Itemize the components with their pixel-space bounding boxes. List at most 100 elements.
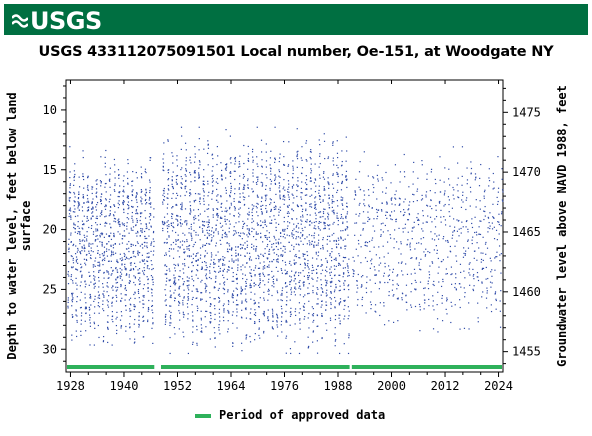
data-point [323, 223, 325, 225]
data-point [328, 197, 331, 199]
data-point [331, 202, 333, 204]
data-point [251, 246, 253, 248]
data-point [193, 209, 195, 211]
data-point [179, 221, 181, 224]
data-point [304, 267, 306, 269]
data-point [270, 168, 272, 170]
data-point [198, 219, 200, 221]
data-point [89, 308, 91, 310]
data-point [168, 189, 170, 191]
data-point [239, 175, 241, 177]
data-point [403, 153, 405, 156]
data-point [208, 243, 210, 245]
data-point [362, 211, 365, 213]
data-point [193, 219, 195, 221]
data-point [446, 298, 448, 301]
data-point [211, 237, 213, 239]
data-point [298, 244, 300, 246]
data-point [272, 314, 274, 316]
data-point [470, 161, 472, 163]
data-point [206, 229, 208, 232]
data-point [330, 266, 332, 268]
data-point [98, 297, 101, 299]
data-point [394, 193, 396, 196]
data-point [285, 321, 287, 323]
data-point [86, 194, 88, 197]
data-point [464, 253, 467, 255]
data-point [356, 284, 358, 286]
data-point [203, 169, 205, 171]
data-point [277, 242, 279, 244]
data-point [114, 183, 116, 185]
data-point [144, 209, 146, 212]
data-point [241, 288, 244, 291]
data-point [422, 222, 424, 224]
data-point [330, 260, 333, 262]
data-point [179, 295, 181, 297]
data-point [72, 257, 74, 260]
data-point [111, 297, 114, 299]
data-point [136, 193, 138, 195]
data-point [253, 269, 255, 271]
data-point [280, 253, 282, 256]
data-point [151, 327, 153, 329]
data-point [205, 289, 207, 292]
data-point [107, 327, 109, 330]
data-point [431, 262, 434, 264]
data-point [203, 180, 205, 182]
data-point [215, 280, 217, 283]
data-point [345, 245, 347, 247]
data-point [88, 206, 90, 208]
data-point [345, 215, 347, 217]
data-point [248, 228, 250, 230]
data-point [213, 298, 215, 300]
data-point [174, 277, 176, 279]
data-point [320, 216, 322, 218]
data-point [69, 208, 71, 210]
data-point [173, 281, 176, 283]
data-point [206, 278, 208, 280]
data-point [335, 239, 337, 242]
data-point [276, 316, 279, 318]
data-point [89, 322, 91, 324]
data-point [148, 268, 150, 270]
data-point [275, 229, 277, 232]
data-point [330, 292, 332, 294]
data-point [338, 262, 340, 264]
data-point [308, 240, 310, 242]
data-point [308, 275, 311, 277]
data-point [185, 170, 188, 172]
data-point [259, 274, 261, 276]
data-point [328, 224, 330, 227]
data-point [262, 254, 264, 256]
data-point [322, 211, 325, 213]
data-point [133, 304, 135, 306]
data-point [139, 283, 141, 285]
data-point [330, 285, 332, 287]
data-point [168, 225, 170, 228]
data-point [312, 266, 314, 269]
data-point [485, 278, 487, 280]
data-point [270, 180, 273, 182]
data-point [82, 150, 84, 152]
data-point [257, 165, 259, 168]
data-point [91, 192, 93, 195]
data-point [346, 178, 348, 180]
data-point [413, 161, 415, 164]
data-point [266, 210, 268, 212]
data-point [287, 172, 289, 174]
data-point [227, 291, 229, 293]
data-point [334, 327, 336, 329]
data-point [119, 277, 122, 279]
data-point [127, 182, 129, 184]
data-point [477, 317, 479, 319]
data-point [71, 339, 73, 341]
data-point [357, 298, 359, 301]
data-point [224, 281, 226, 283]
data-point [82, 173, 84, 175]
data-point [219, 320, 221, 322]
data-point [265, 234, 267, 237]
data-point [125, 289, 127, 291]
data-point [206, 208, 208, 210]
data-point [378, 270, 380, 272]
